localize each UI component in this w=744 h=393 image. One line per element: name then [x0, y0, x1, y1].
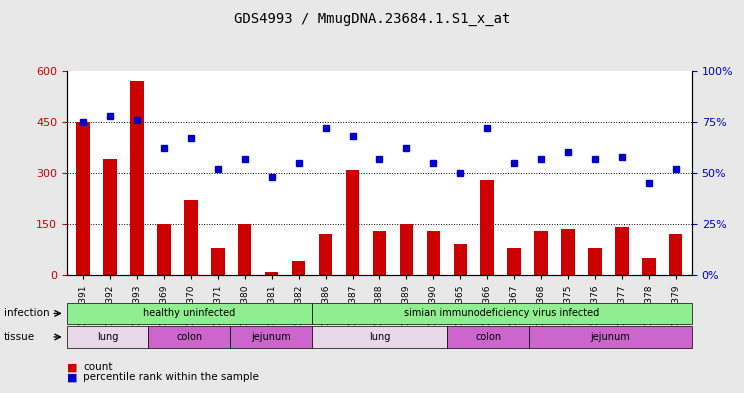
Text: jejunum: jejunum — [251, 332, 291, 342]
Bar — [130, 81, 144, 275]
Text: GDS4993 / MmugDNA.23684.1.S1_x_at: GDS4993 / MmugDNA.23684.1.S1_x_at — [234, 12, 510, 26]
Bar — [346, 169, 359, 275]
Text: lung: lung — [97, 332, 118, 342]
Bar — [184, 200, 198, 275]
Bar — [265, 272, 278, 275]
Bar — [292, 261, 305, 275]
Text: healthy uninfected: healthy uninfected — [143, 309, 235, 318]
Bar — [211, 248, 225, 275]
Bar — [589, 248, 602, 275]
Bar — [669, 234, 682, 275]
Text: colon: colon — [475, 332, 501, 342]
Bar — [77, 122, 90, 275]
Bar — [534, 231, 548, 275]
Bar — [373, 231, 386, 275]
Bar — [642, 258, 655, 275]
Text: count: count — [83, 362, 113, 373]
Text: percentile rank within the sample: percentile rank within the sample — [83, 372, 259, 382]
Text: jejunum: jejunum — [591, 332, 630, 342]
Text: lung: lung — [369, 332, 390, 342]
Bar — [400, 224, 413, 275]
Text: colon: colon — [176, 332, 202, 342]
Bar — [561, 229, 574, 275]
Bar — [426, 231, 440, 275]
Bar — [103, 159, 117, 275]
Bar — [615, 228, 629, 275]
Bar — [454, 244, 467, 275]
Text: ■: ■ — [67, 362, 77, 373]
Bar — [157, 224, 170, 275]
Bar — [507, 248, 521, 275]
Text: simian immunodeficiency virus infected: simian immunodeficiency virus infected — [404, 309, 600, 318]
Bar — [319, 234, 333, 275]
Text: infection: infection — [4, 309, 49, 318]
Text: tissue: tissue — [4, 332, 35, 342]
Text: ■: ■ — [67, 372, 77, 382]
Bar — [481, 180, 494, 275]
Bar — [238, 224, 251, 275]
